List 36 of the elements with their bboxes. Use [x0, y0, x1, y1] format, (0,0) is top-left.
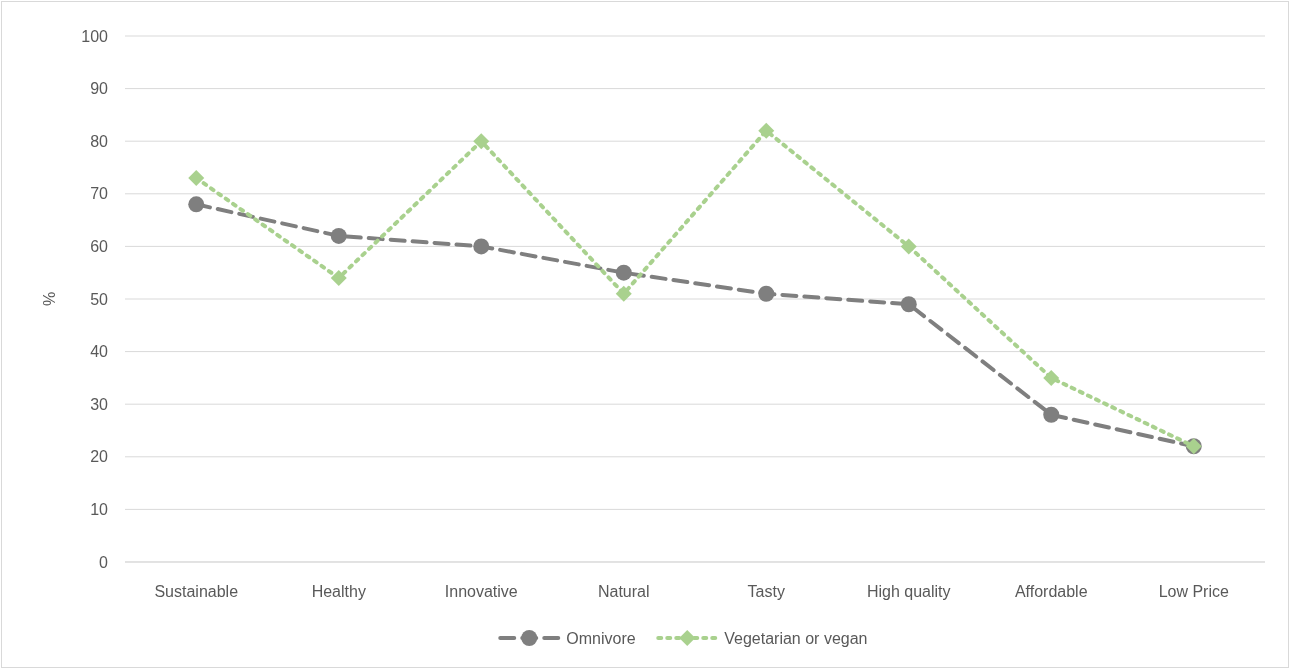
point — [900, 296, 917, 313]
point — [473, 133, 490, 150]
y-tick-label: 10 — [90, 501, 109, 518]
point — [188, 170, 205, 187]
x-tick-label: Low Price — [1158, 583, 1229, 600]
x-tick-label: Innovative — [444, 583, 518, 600]
point — [330, 269, 347, 286]
legend-label: Vegetarian or vegan — [724, 629, 868, 647]
x-tick-label: Affordable — [1014, 583, 1088, 600]
y-tick-label: 60 — [90, 238, 109, 255]
y-axis-title: % — [41, 291, 58, 307]
x-tick-label: Natural — [597, 583, 650, 600]
x-tick-label: Tasty — [747, 583, 785, 600]
x-tick-label: Healthy — [311, 583, 366, 600]
point — [758, 285, 775, 302]
y-tick-label: 40 — [90, 343, 109, 361]
point — [1043, 406, 1060, 423]
y-tick-label: 0 — [99, 553, 109, 571]
point — [615, 285, 632, 302]
point — [188, 196, 205, 213]
y-tick-label: 30 — [90, 395, 109, 413]
y-tick-label: 90 — [90, 80, 109, 98]
point — [1043, 369, 1060, 386]
y-tick-label: 20 — [90, 448, 109, 466]
x-tick-label: High quality — [866, 583, 951, 600]
y-tick-label: 80 — [90, 132, 109, 150]
x-tick-label: Sustainable — [154, 583, 239, 600]
point — [615, 264, 632, 281]
point — [330, 227, 347, 244]
point — [758, 122, 775, 139]
legend-label: Omnivore — [566, 629, 636, 647]
point — [900, 238, 917, 255]
y-tick-label: 70 — [90, 185, 109, 203]
point — [473, 238, 490, 255]
y-tick-label: 100 — [81, 27, 109, 45]
y-tick-label: 50 — [90, 290, 109, 308]
